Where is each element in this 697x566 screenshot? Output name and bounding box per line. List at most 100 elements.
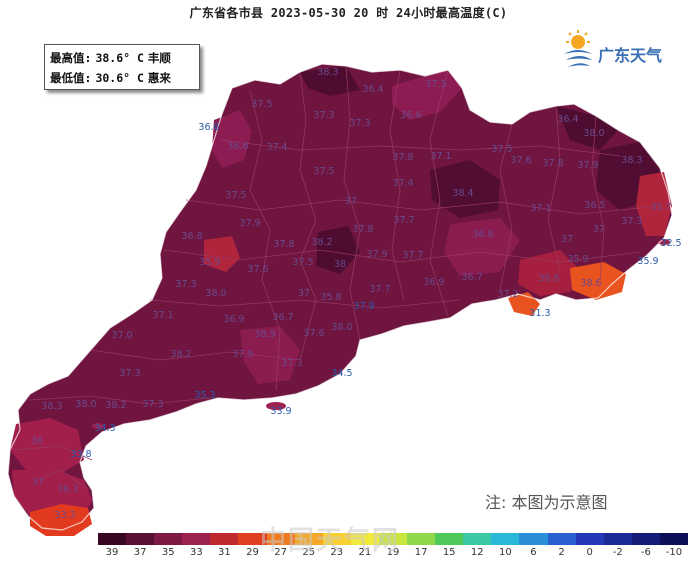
station-temperature-label: 37.5 [225,190,246,201]
station-temperature-label: 37.4 [266,142,287,153]
legend-tick-label: 6 [530,547,537,558]
station-temperature-label: 37.1 [152,310,173,321]
station-temperature-label: 37.1 [530,203,551,214]
station-temperature-label: 37.5 [232,349,253,360]
legend-swatch [238,533,267,545]
station-temperature-label: 37.1 [430,151,451,162]
station-temperature-label: 38.0 [75,399,96,410]
station-temperature-label: 33.9 [270,406,291,417]
legend-tick-label: -2 [612,547,623,558]
legend-swatch [547,533,576,545]
station-temperature-label: 37 [345,196,357,207]
zone-hot-red-west [204,236,240,272]
province-outline [7,63,673,531]
station-temperature-label: 37.3 [142,399,163,410]
station-temperature-label: 37 [298,288,310,299]
county-boundaries [13,65,661,491]
legend-tick-label: -10 [665,547,683,558]
station-temperature-label: 36.7 [461,272,482,283]
min-value: 30.6° C [95,71,144,85]
station-temperature-label: 37.5 [313,166,334,177]
legend-swatch [631,533,660,545]
station-temperature-label: 37.8 [352,224,373,235]
max-station: 丰顺 [147,51,171,65]
station-temperature-label: 32.5 [660,238,681,249]
legend-swatch [182,533,211,545]
station-temperature-label: 38.3 [317,67,338,78]
legend-swatch [154,533,183,545]
min-station: 惠来 [147,71,171,85]
station-temperature-label: 36.5 [584,200,605,211]
station-temperature-label: 36.6 [227,141,248,152]
station-temperature-label: 37.2 [497,289,518,300]
legend-tick-label: 33 [189,547,203,558]
station-temperature-label: 37.9 [366,249,387,260]
island-south [266,402,286,410]
station-temperature-label: 36.9 [223,314,244,325]
zone-northeast-dark [556,106,618,150]
station-temperature-label: 37.3 [349,118,370,129]
station-temperature-label: 38.3 [41,401,62,412]
legend-tick-label: 29 [246,547,259,558]
station-temperature-label: 38.2 [311,237,332,248]
station-temperature-label: 37.3 [621,216,642,227]
min-label: 最低值: [50,71,92,85]
zone-south-light [240,326,300,384]
legend-swatch [294,533,323,545]
station-temperature-label: 36.6 [198,122,219,133]
station-temperature-label: 37.8 [392,152,413,163]
legend-tick-label: 37 [133,547,147,558]
station-temperature-label: 33.8 [70,449,91,460]
island-west [92,423,104,429]
station-temperature-label: 34.3 [94,423,115,434]
station-temperature-label: 38.2 [105,400,126,411]
station-temperature-label: 38.4 [452,188,473,199]
station-temperature-label: 37.7 [402,250,423,261]
zone-center-light [444,218,520,276]
station-temperature-label: 35.8 [320,292,341,303]
legend-tick-label: 23 [330,547,344,558]
station-temperature-label: 38.9 [254,329,275,340]
station-temperature-label: 37.9 [353,301,374,312]
map-title: 广东省各市县 2023-05-30 20 时 24小时最高温度(C) [189,6,508,20]
station-temperature-label: 36 [31,436,43,447]
legend-tick-label: 19 [386,547,400,558]
station-temperature-label: 37.5 [251,99,272,110]
legend-tick-label: 21 [358,547,372,558]
max-value: 38.6° C [95,51,144,65]
station-temperature-label: 37 [593,224,605,235]
schematic-note: 注: 本图为示意图 [485,493,608,512]
legend-tick-label: 0 [586,547,593,558]
legend-tick-label: 31 [218,547,231,558]
zone-southwest [10,418,84,474]
max-row: 最高值: 38.6° C 丰顺 [50,48,194,68]
legend-swatch [266,533,295,545]
max-label: 最高值: [50,51,92,65]
station-temperature-label: 34.5 [331,368,352,379]
station-temperature-label: 31.3 [529,308,550,319]
station-temperature-label: 36.4 [362,84,383,95]
station-temperature-label: 37.3 [281,358,302,369]
legend-tick-label: 25 [302,547,316,558]
legend-swatch [210,533,239,545]
zone-orange-east [570,262,626,300]
legend-tick-label: -6 [640,547,651,558]
station-temperature-label: 38.0 [583,128,604,139]
station-temperature-label: 36.4 [557,114,578,125]
legend-swatch [407,533,436,545]
station-temperature-label: 36.9 [423,277,444,288]
station-temperature-label: 35.7 [650,202,671,213]
station-temperature-label: 38.0 [205,288,226,299]
legend-swatch [322,533,351,545]
station-temperature-label: 38.3 [621,155,642,166]
station-temperature-label: 36.3 [57,484,78,495]
legend-swatch [659,533,688,545]
station-temperature-label: 37.5 [491,144,512,155]
legend-swatch [519,533,548,545]
zone-west-light [212,110,252,168]
station-temperature-label: 37.5 [292,257,313,268]
watermark: 中国天气网 [260,526,401,556]
legend-swatch [378,533,408,545]
extremes-info-box: 最高值: 38.6° C 丰顺 最低值: 30.6° C 惠来 [44,44,200,90]
